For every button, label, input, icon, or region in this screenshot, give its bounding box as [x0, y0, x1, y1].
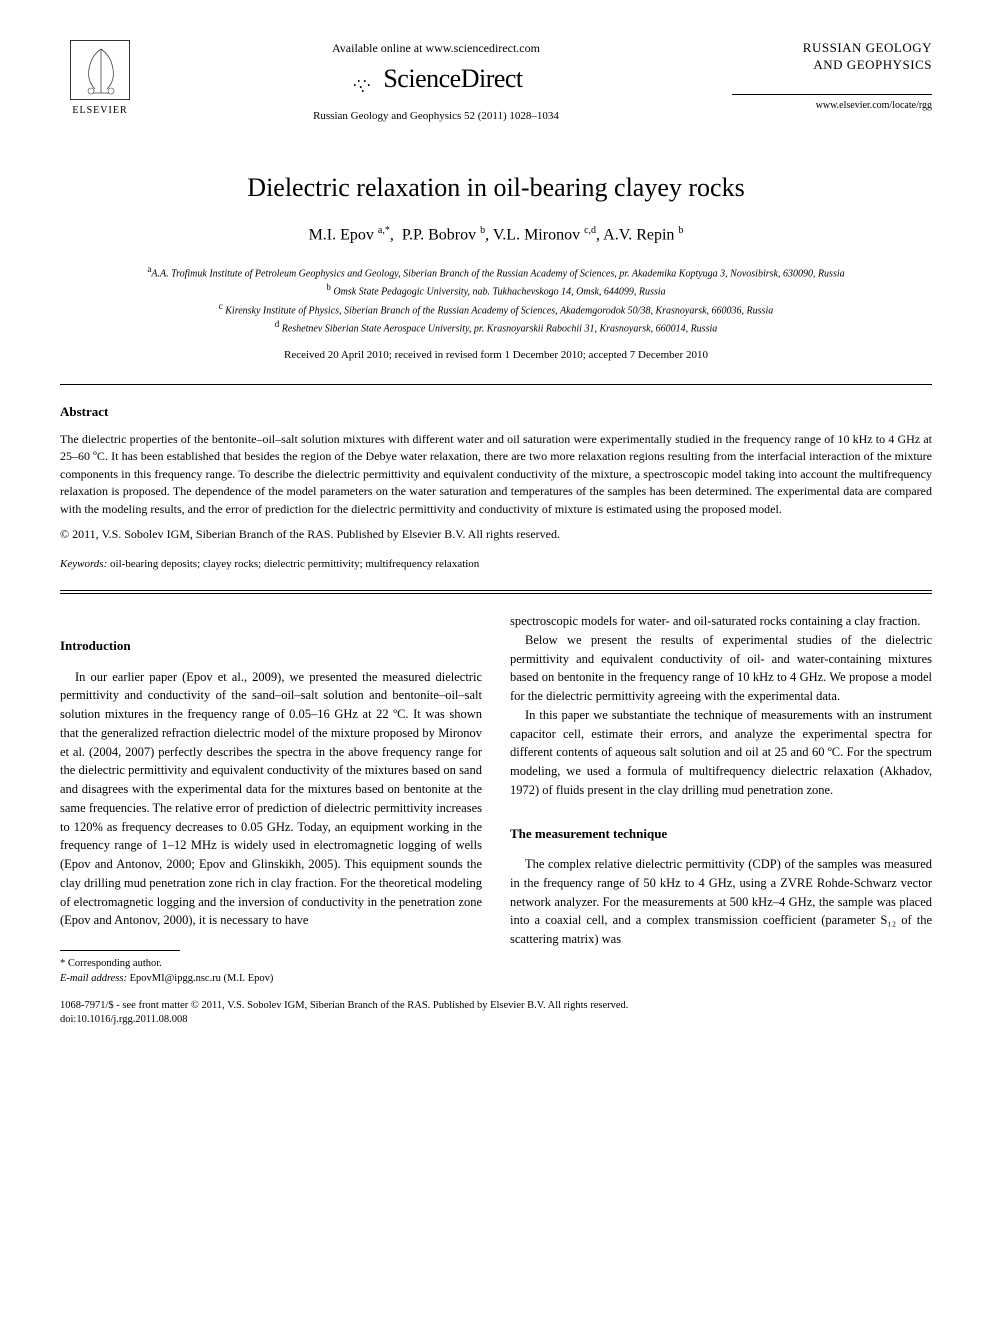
- rule-below-keywords: [60, 590, 932, 594]
- journal-name-line2: AND GEOPHYSICS: [813, 57, 932, 72]
- elsevier-tree-icon: [70, 40, 130, 100]
- author-2-aff: b: [480, 225, 485, 236]
- article-title: Dielectric relaxation in oil-bearing cla…: [60, 170, 932, 206]
- footer-doi: doi:10.1016/j.rgg.2011.08.008: [60, 1013, 932, 1028]
- sciencedirect-text: ScienceDirect: [383, 64, 522, 93]
- email-line: E-mail address: EpovMI@ipgg.nsc.ru (M.I.…: [60, 972, 482, 987]
- affiliation-c: Kirensky Institute of Physics, Siberian …: [225, 305, 773, 316]
- keywords-label: Keywords:: [60, 558, 107, 570]
- affiliation-a: A.A. Trofimuk Institute of Petroleum Geo…: [151, 268, 844, 279]
- footer: 1068-7971/$ - see front matter © 2011, V…: [60, 999, 932, 1028]
- introduction-heading: Introduction: [60, 636, 482, 656]
- article-dates: Received 20 April 2010; received in revi…: [60, 348, 932, 363]
- rule-above-abstract: [60, 384, 932, 385]
- footnotes: * Corresponding author. E-mail address: …: [60, 957, 482, 986]
- author-1-aff: a,*: [378, 225, 390, 236]
- available-online-text: Available online at www.sciencedirect.co…: [140, 40, 732, 57]
- keywords-line: Keywords: oil-bearing deposits; clayey r…: [60, 557, 932, 572]
- body-columns: Introduction In our earlier paper (Epov …: [60, 612, 932, 986]
- journal-name-line1: RUSSIAN GEOLOGY: [803, 40, 932, 55]
- author-3: V.L. Mironov: [493, 227, 580, 244]
- intro-paragraph-2: spectroscopic models for water- and oil-…: [510, 612, 932, 631]
- author-3-aff: c,d: [584, 225, 596, 236]
- author-1: M.I. Epov: [309, 227, 374, 244]
- elsevier-logo: ELSEVIER: [60, 40, 140, 130]
- elsevier-label: ELSEVIER: [72, 104, 127, 118]
- journal-reference: Russian Geology and Geophysics 52 (2011)…: [140, 109, 732, 124]
- sciencedirect-logo: ScienceDirect: [140, 61, 732, 97]
- corresponding-author-note: * Corresponding author.: [60, 957, 482, 972]
- measurement-paragraph-1: The complex relative dielectric permitti…: [510, 855, 932, 949]
- affiliation-b: Omsk State Pedagogic University, nab. Tu…: [333, 287, 665, 298]
- center-header: Available online at www.sciencedirect.co…: [140, 40, 732, 125]
- email-address: EpovMI@ipgg.nsc.ru (M.I. Epov): [130, 973, 274, 984]
- right-header: RUSSIAN GEOLOGY AND GEOPHYSICS www.elsev…: [732, 40, 932, 113]
- intro-paragraph-3: Below we present the results of experime…: [510, 631, 932, 706]
- email-label: E-mail address:: [60, 973, 127, 984]
- measurement-heading: The measurement technique: [510, 824, 932, 844]
- author-2: P.P. Bobrov: [402, 227, 476, 244]
- abstract-heading: Abstract: [60, 403, 932, 421]
- affiliations: aA.A. Trofimuk Institute of Petroleum Ge…: [60, 263, 932, 336]
- abstract-body: The dielectric properties of the bentoni…: [60, 431, 932, 518]
- sciencedirect-dots-icon: [349, 74, 379, 94]
- intro-paragraph-1: In our earlier paper (Epov et al., 2009)…: [60, 668, 482, 931]
- journal-url: www.elsevier.com/locate/rgg: [732, 94, 932, 113]
- header-row: ELSEVIER Available online at www.science…: [60, 40, 932, 130]
- abstract-copyright: © 2011, V.S. Sobolev IGM, Siberian Branc…: [60, 526, 932, 543]
- intro-paragraph-4: In this paper we substantiate the techni…: [510, 706, 932, 800]
- footer-copyright: 1068-7971/$ - see front matter © 2011, V…: [60, 999, 932, 1014]
- affiliation-d: Reshetnev Siberian State Aerospace Unive…: [282, 323, 718, 334]
- author-4-aff: b: [678, 225, 683, 236]
- journal-name: RUSSIAN GEOLOGY AND GEOPHYSICS: [732, 40, 932, 74]
- keywords-text: oil-bearing deposits; clayey rocks; diel…: [110, 558, 479, 570]
- authors-line: M.I. Epov a,*, P.P. Bobrov b, V.L. Miron…: [60, 224, 932, 247]
- footnote-separator: [60, 950, 180, 951]
- author-4: A.V. Repin: [603, 227, 674, 244]
